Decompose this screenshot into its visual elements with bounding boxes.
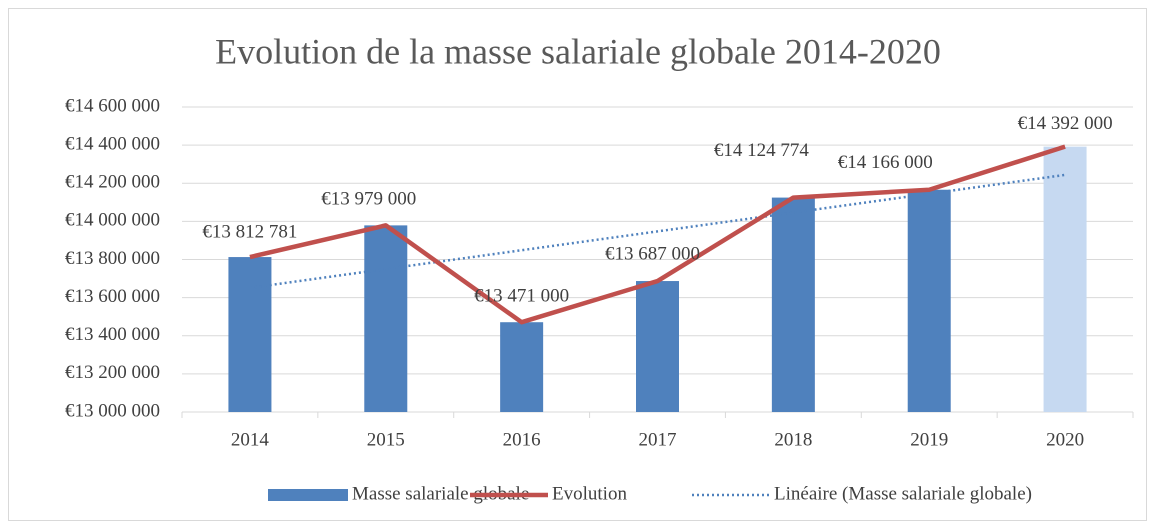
bar	[228, 257, 272, 412]
bar	[771, 197, 815, 412]
x-tick-label: 2017	[639, 429, 677, 450]
y-tick-label: €13 800 000	[65, 248, 160, 269]
legend-label: Evolution	[552, 483, 627, 504]
data-label: €13 471 000	[474, 286, 569, 307]
data-label: €14 166 000	[838, 152, 933, 173]
x-tick-label: 2018	[774, 429, 812, 450]
x-tick-label: 2016	[503, 429, 541, 450]
y-tick-label: €13 600 000	[65, 286, 160, 307]
legend-label: Masse salariale globale	[352, 483, 529, 504]
x-tick-label: 2014	[231, 429, 270, 450]
y-tick-label: €13 400 000	[65, 324, 160, 345]
chart-border	[8, 8, 1147, 521]
y-tick-label: €14 400 000	[65, 133, 160, 154]
bar	[907, 189, 951, 412]
data-label: €13 687 000	[605, 243, 700, 264]
legend-swatch	[268, 489, 348, 501]
bar	[364, 225, 408, 412]
legend-label: Linéaire (Masse salariale globale)	[774, 483, 1032, 504]
data-label: €13 979 000	[321, 189, 416, 210]
bar	[500, 322, 544, 412]
y-tick-label: €14 200 000	[65, 172, 160, 193]
y-tick-label: €14 000 000	[65, 210, 160, 231]
line	[249, 144, 1066, 325]
data-label: €13 812 781	[202, 221, 297, 242]
y-tick-label: €13 000 000	[65, 400, 160, 421]
x-tick-label: 2019	[910, 429, 948, 450]
data-label: €14 392 000	[1018, 113, 1113, 134]
x-tick-label: 2015	[367, 429, 405, 450]
chart-title: Evolution de la masse salariale globale …	[215, 31, 941, 71]
y-tick-label: €14 600 000	[65, 95, 160, 116]
trend-line	[249, 173, 1066, 290]
bar	[1043, 146, 1087, 412]
y-tick-label: €13 200 000	[65, 362, 160, 383]
bar	[636, 281, 679, 412]
data-label: €14 124 774	[714, 140, 810, 161]
x-tick-label: 2020	[1046, 429, 1084, 450]
